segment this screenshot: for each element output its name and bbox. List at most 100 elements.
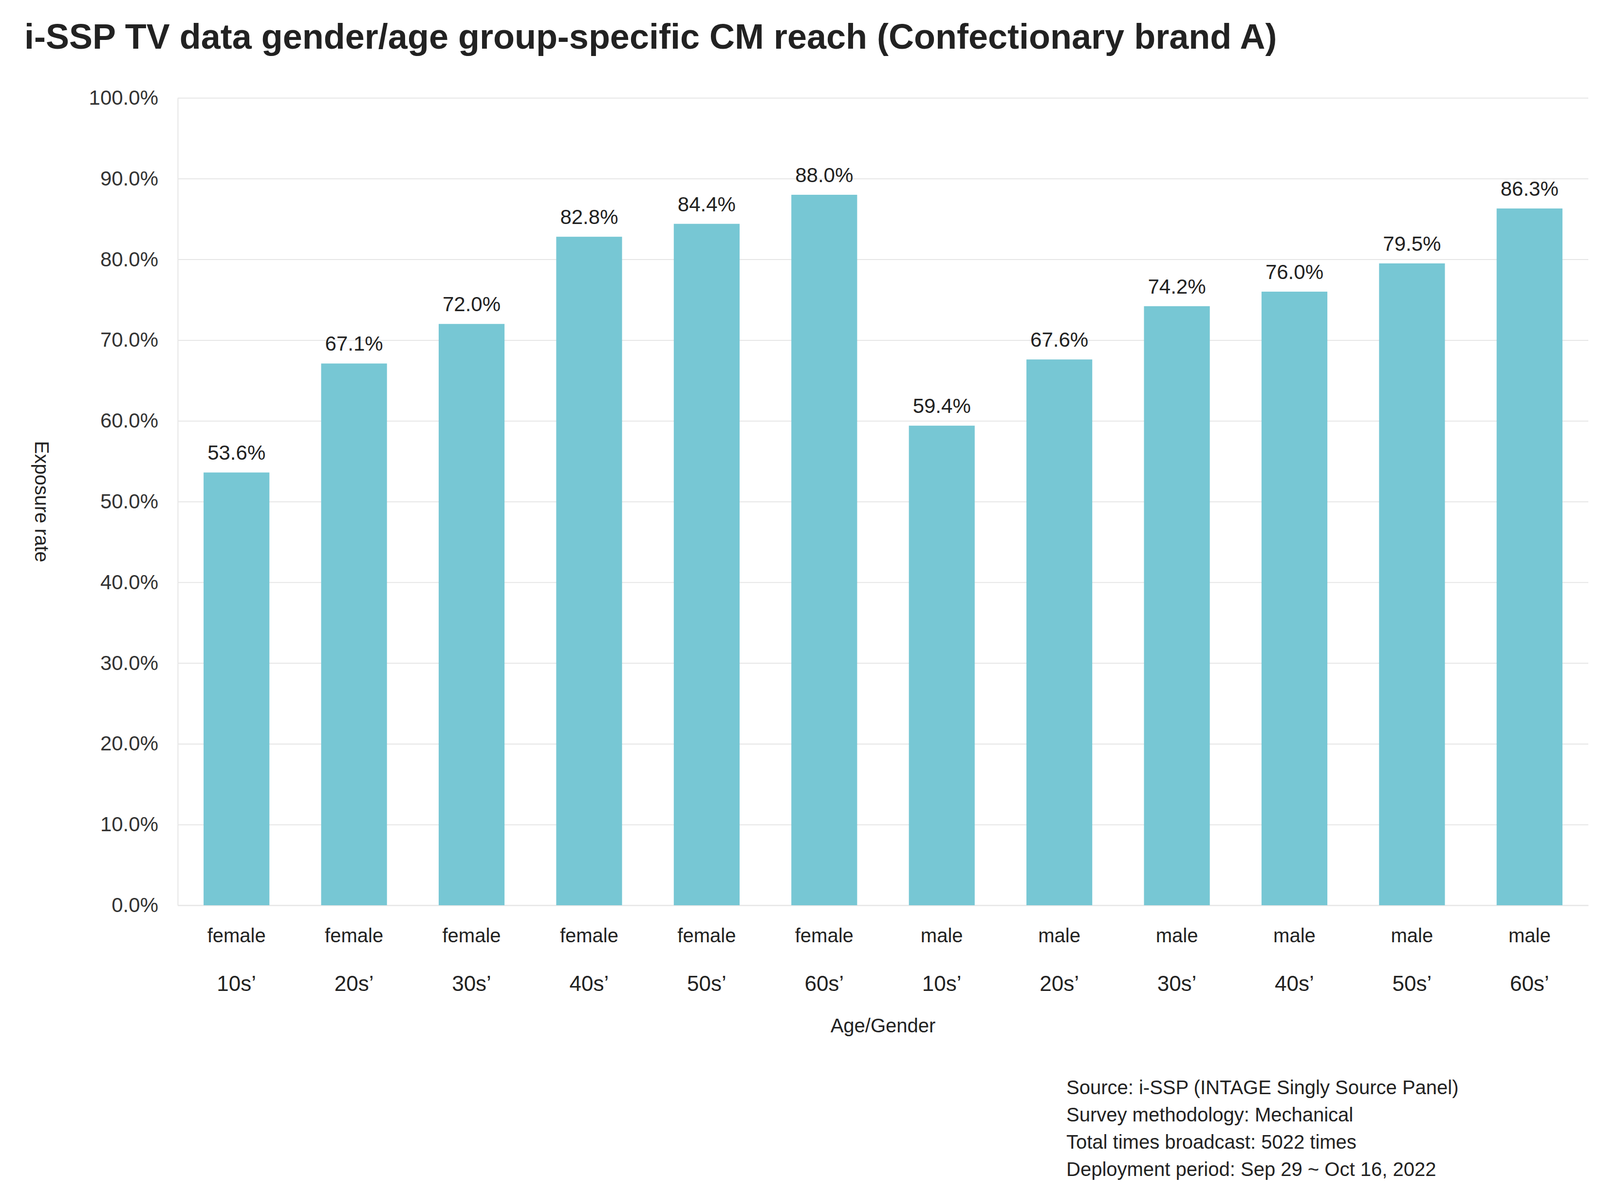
x-tick-label: male 20s’ — [1038, 924, 1081, 996]
x-tick-label-line: 50s’ — [687, 971, 727, 996]
x-tick: female10s’ — [207, 924, 266, 996]
chart: i-SSP TV data gender/age group-specific … — [0, 0, 1600, 1194]
x-tick: male 50s’ — [1391, 924, 1434, 996]
bar — [1261, 291, 1328, 906]
x-tick: female 20s’ — [324, 924, 384, 996]
y-axis: 0.0% 10.0% 20.0% 30.0% 40.0% 50.0% 60.0% 70.0% 8… — [89, 86, 1589, 917]
x-tick-label-line: female — [442, 924, 502, 947]
data-label: 76.0% — [1265, 260, 1324, 284]
grid-line — [177, 259, 1589, 261]
x-tick-label-line: male — [1391, 924, 1434, 947]
x-tick-label-line: 30s’ — [451, 971, 492, 996]
notes: Source: i-SSP (INTAGE Singly Source Pane… — [1066, 1076, 1459, 1180]
data-labels: 53.6%67.1%72.0%82.8%84.4%88.0%59.4%67.6%… — [207, 163, 1559, 465]
x-tick-label: male 50s’ — [1391, 924, 1434, 996]
data-label: 72.0% — [442, 292, 501, 316]
grid-line — [177, 339, 1589, 341]
x-tick-label: female 30s’ — [442, 924, 502, 996]
x-tick-label-line: 40s’ — [1274, 971, 1315, 996]
x-tick-label: male 60s’ — [1508, 924, 1551, 996]
data-label: 84.4% — [677, 192, 736, 216]
bar — [1496, 208, 1563, 906]
grid-line — [177, 97, 1589, 99]
x-tick-label: male 30s’ — [1155, 924, 1199, 996]
x-tick: female 30s’ — [442, 924, 502, 996]
y-tick-label: 80.0% — [100, 247, 159, 271]
x-tick-label: female 20s’ — [324, 924, 384, 996]
y-axis-title: Exposure rate — [31, 440, 53, 562]
bar — [203, 472, 270, 906]
x-tick-label-line: female — [795, 924, 854, 947]
x-tick-label-line: 60s’ — [804, 971, 844, 996]
y-tick-label: 90.0% — [100, 167, 159, 190]
data-label: 74.2% — [1147, 275, 1206, 298]
note: Survey methodology: Mechanical — [1066, 1103, 1354, 1126]
x-tick-label-line: 20s’ — [334, 971, 374, 996]
x-axis-title: Age/Gender — [830, 1014, 936, 1037]
bar — [1143, 306, 1210, 906]
bar — [438, 323, 505, 906]
x-tick-label-line: male — [920, 924, 964, 947]
grid-line — [177, 501, 1589, 503]
bar — [791, 194, 857, 906]
x-tick: male 40s’ — [1273, 924, 1316, 996]
y-tick-label: 60.0% — [100, 409, 159, 432]
data-label: 67.1% — [325, 332, 384, 355]
grid-line — [177, 420, 1589, 422]
x-tick-label: female 60s’ — [795, 924, 854, 996]
bar — [321, 363, 388, 906]
x-tick: female40s’ — [559, 924, 619, 996]
bar — [556, 236, 622, 906]
x-axis: female10s’female20s’female30s’female40s’… — [178, 905, 1589, 996]
x-tick-label-line: male — [1038, 924, 1081, 947]
x-tick-label-line: female — [207, 924, 266, 947]
note: Source: i-SSP (INTAGE Singly Source Pane… — [1066, 1076, 1459, 1098]
x-tick: male 20s’ — [1038, 924, 1081, 996]
y-tick-label: 10.0% — [100, 812, 159, 836]
data-label: 59.4% — [912, 394, 971, 418]
data-label: 82.8% — [559, 205, 618, 229]
x-tick: female50s’ — [677, 924, 736, 996]
grid-line — [177, 581, 1589, 583]
bar — [673, 223, 740, 906]
grid-line — [177, 905, 1589, 907]
bars — [203, 194, 1563, 906]
grid-line — [177, 824, 1589, 826]
bar — [1378, 263, 1445, 906]
grid-line — [177, 662, 1589, 664]
y-tick-label: 50.0% — [100, 489, 159, 513]
note: Total times broadcast: 5022 times — [1066, 1131, 1357, 1153]
y-tick-label: 0.0% — [111, 893, 159, 917]
x-tick-label-line: male — [1155, 924, 1199, 947]
grid-line — [177, 743, 1589, 745]
bar — [909, 425, 975, 906]
x-tick-label: female40s’ — [559, 924, 619, 996]
note: Deployment period: Sep 29 ~ Oct 16, 2022 — [1066, 1158, 1436, 1180]
data-label: 88.0% — [795, 163, 854, 187]
x-tick: male10s’ — [920, 924, 964, 996]
y-tick-label: 30.0% — [100, 651, 159, 675]
y-tick-label: 70.0% — [100, 328, 159, 352]
x-tick: male 30s’ — [1155, 924, 1199, 996]
y-tick-label: 20.0% — [100, 731, 159, 755]
x-tick: female 60s’ — [795, 924, 854, 996]
x-tick-label-line: 40s’ — [569, 971, 610, 996]
x-tick-label-line: 20s’ — [1039, 971, 1080, 996]
x-tick-label-line: 60s’ — [1509, 971, 1550, 996]
data-label: 53.6% — [207, 441, 266, 465]
grid-line — [177, 178, 1589, 180]
x-tick-label: male 40s’ — [1273, 924, 1316, 996]
data-label: 86.3% — [1500, 177, 1559, 201]
x-tick-label: female10s’ — [207, 924, 266, 996]
x-tick-label-line: female — [324, 924, 384, 947]
y-tick-label: 40.0% — [100, 570, 159, 594]
x-tick: male 60s’ — [1508, 924, 1551, 996]
y-tick: 100.0% — [89, 86, 1589, 110]
x-tick-label: female50s’ — [677, 924, 736, 996]
x-tick-label-line: male — [1273, 924, 1316, 947]
y-tick-label: 100.0% — [89, 86, 159, 110]
x-tick-label: male10s’ — [920, 924, 964, 996]
x-tick-label-line: 30s’ — [1157, 971, 1197, 996]
x-tick-label-line: 50s’ — [1392, 971, 1433, 996]
x-tick-label-line: male — [1508, 924, 1551, 947]
